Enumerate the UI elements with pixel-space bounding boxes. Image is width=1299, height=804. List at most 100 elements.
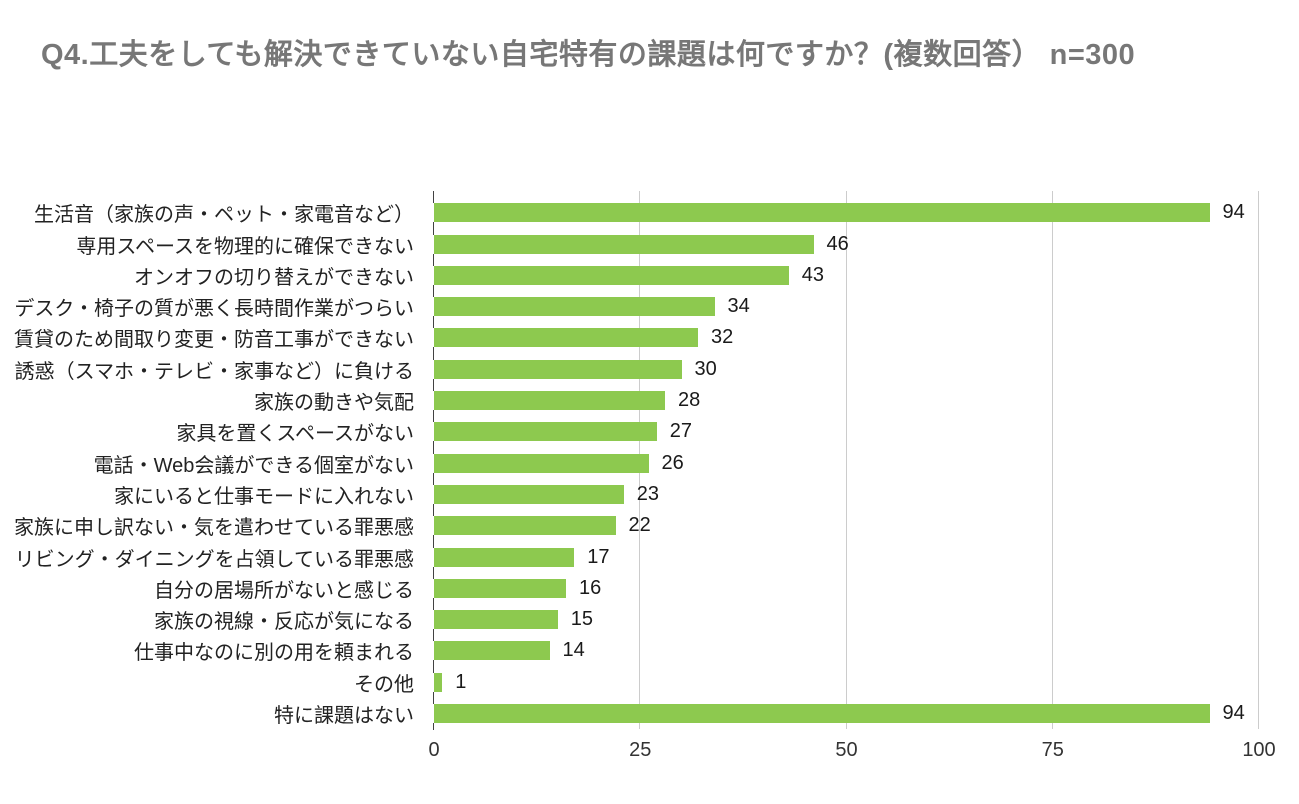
category-label: 家族に申し訳ない・気を遣わせている罪悪感 (14, 517, 414, 540)
bar-track: 17 (433, 535, 1259, 568)
x-axis-tick-label: 75 (1041, 739, 1064, 761)
chart-row: 家具を置くスペースがない 27 (0, 410, 1299, 446)
category-label: 家にいると仕事モードに入れない (114, 485, 414, 508)
value-label: 34 (727, 295, 750, 318)
value-label: 23 (636, 482, 659, 505)
category-tick (433, 316, 434, 329)
value-label: 43 (801, 263, 824, 286)
bar (434, 484, 624, 504)
x-axis-zero-tick (433, 723, 434, 730)
chart-title: Q4.工夫をしても解決できていない自宅特有の課題は何ですか？(複数回答） n=3… (41, 39, 1136, 71)
chart-row: 賃貸のため間取り変更・防音工事ができない 32 (0, 316, 1299, 351)
category-tick (433, 660, 434, 673)
chart-row: 誘惑（スマホ・テレビ・家事など）に負ける 30 (0, 347, 1299, 383)
bar (434, 453, 649, 473)
category-tick (433, 191, 434, 204)
x-axis-tick-label: 25 (629, 739, 652, 761)
category-tick (433, 691, 434, 705)
category-tick (433, 410, 434, 423)
bar-track: 32 (433, 316, 1259, 349)
chart-row: デスク・椅子の質が悪く長時間作業がつらい 34 (0, 284, 1299, 321)
bar-track: 1 (433, 660, 1259, 693)
plot-rows: 生活音（家族の声・ペット・家電音など） 94 専用スペースを物理的に確保できない 46… (0, 191, 1299, 728)
value-label: 30 (694, 357, 717, 380)
bar-track: 30 (433, 347, 1259, 380)
value-label: 94 (1222, 702, 1245, 725)
category-label: 専用スペースを物理的に確保できない (76, 235, 414, 258)
bar-track: 94 (433, 691, 1259, 725)
category-label: リビング・ダイニングを占領している罪悪感 (14, 548, 414, 571)
category-label: 誘惑（スマホ・テレビ・家事など）に負ける (14, 360, 414, 383)
category-tick (433, 347, 434, 360)
value-label: 27 (669, 420, 692, 443)
value-label: 22 (628, 514, 651, 537)
chart-row: リビング・ダイニングを占領している罪悪感 17 (0, 535, 1299, 571)
chart-row: 専用スペースを物理的に確保できない 46 (0, 222, 1299, 258)
bar-track: 15 (433, 597, 1259, 630)
category-label: 家具を置くスペースがない (176, 423, 414, 446)
bar-chart: 生活音（家族の声・ペット・家電音など） 94 専用スペースを物理的に確保できない 46… (0, 191, 1299, 761)
category-label: 自分の居場所がないと感じる (154, 579, 414, 602)
bar (434, 297, 715, 317)
value-label: 28 (678, 389, 701, 412)
bar-track: 34 (433, 284, 1259, 318)
category-label: 家族の動きや気配 (254, 392, 414, 415)
chart-row: 電話・Web会議ができる個室がない 26 (0, 441, 1299, 477)
x-axis-tick-label: 50 (835, 739, 858, 761)
bar (434, 359, 682, 379)
chart-row: 家にいると仕事モードに入れない 23 (0, 472, 1299, 508)
value-label: 94 (1222, 201, 1245, 224)
category-tick (433, 597, 434, 611)
category-label: デスク・椅子の質が悪く長時間作業がつらい (14, 298, 414, 321)
bar (434, 422, 657, 442)
bar (434, 234, 814, 254)
category-tick (433, 284, 434, 298)
bar (434, 641, 550, 661)
bar (434, 203, 1210, 223)
chart-row: 特に課題はない 94 (0, 691, 1299, 728)
bar (434, 265, 789, 285)
value-label: 32 (711, 326, 734, 349)
chart-row: 生活音（家族の声・ペット・家電音など） 94 (0, 191, 1299, 227)
category-tick (433, 629, 434, 642)
chart-row: 仕事中なのに別の用を頼まれる 14 (0, 629, 1299, 665)
category-label: その他 (354, 673, 414, 696)
bar (434, 610, 558, 630)
x-axis: 0 25 50 75 100 (428, 739, 1275, 763)
bar-track: 16 (433, 566, 1259, 599)
value-label: 26 (661, 451, 684, 474)
category-tick (433, 535, 434, 548)
category-tick (433, 441, 434, 454)
category-label: オンオフの切り替えができない (134, 266, 414, 289)
value-label: 16 (579, 576, 602, 599)
chart-row: 自分の居場所がないと感じる 16 (0, 566, 1299, 602)
chart-row: オンオフの切り替えができない 43 (0, 253, 1299, 289)
value-label: 1 (455, 670, 467, 693)
bar (434, 578, 566, 598)
bar-track: 26 (433, 441, 1259, 474)
x-axis-tick-label: 0 (428, 739, 440, 761)
category-tick (433, 472, 434, 485)
bar (434, 328, 698, 348)
bar-track: 94 (433, 191, 1259, 224)
category-label: 生活音（家族の声・ペット・家電音など） (34, 204, 414, 227)
category-tick (433, 566, 434, 579)
bar-track: 14 (433, 629, 1259, 662)
value-label: 46 (826, 232, 849, 255)
category-label: 仕事中なのに別の用を頼まれる (134, 642, 414, 665)
value-label: 17 (587, 545, 610, 568)
bar-track: 28 (433, 378, 1259, 412)
category-tick (433, 222, 434, 235)
value-label: 14 (562, 639, 585, 662)
bar (434, 391, 665, 411)
category-tick (433, 503, 434, 517)
category-label: 電話・Web会議ができる個室がない (93, 454, 414, 477)
bar (434, 704, 1210, 724)
category-label: 特に課題はない (274, 705, 414, 728)
bar-track: 43 (433, 253, 1259, 286)
chart-row: 家族の視線・反応が気になる 15 (0, 597, 1299, 633)
bar-track: 27 (433, 410, 1259, 443)
category-tick (433, 253, 434, 266)
bar-track: 23 (433, 472, 1259, 505)
bar (434, 516, 616, 536)
